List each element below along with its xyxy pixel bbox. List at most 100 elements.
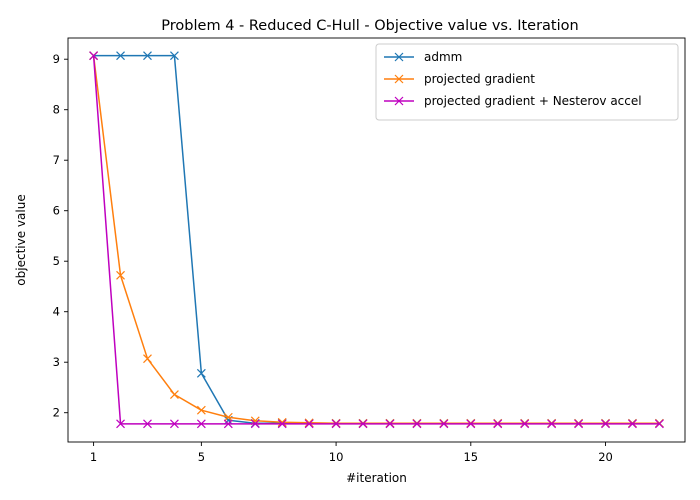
data-point-stroke-b: [331, 419, 341, 429]
data-point-stroke-b: [143, 419, 152, 429]
legend-marker-stroke-b: [394, 96, 404, 106]
data-point-stroke-b: [277, 417, 287, 427]
legend-label: admm: [424, 50, 462, 64]
legend-item: projected gradient + Nesterov accel: [384, 94, 642, 108]
data-point-stroke-b: [466, 419, 476, 429]
series-2: [89, 51, 664, 429]
data-point: [170, 51, 179, 61]
data-point: [170, 419, 179, 429]
data-point-stroke-b: [223, 412, 233, 422]
legend-label: projected gradient + Nesterov accel: [424, 94, 642, 108]
data-point: [143, 419, 152, 429]
legend-marker-stroke-b: [394, 52, 404, 62]
x-tick-label: 10: [329, 450, 344, 464]
y-tick-label: 4: [53, 305, 60, 319]
y-tick-label: 9: [53, 52, 60, 66]
y-tick-label: 2: [53, 406, 60, 420]
data-point: [493, 419, 503, 429]
y-tick-label: 7: [53, 153, 60, 167]
legend-label: projected gradient: [424, 72, 535, 86]
data-point-stroke-b: [385, 419, 395, 429]
data-point-stroke-b: [116, 51, 125, 61]
data-point-stroke-b: [89, 51, 99, 61]
legend-marker: [394, 96, 404, 106]
data-point-stroke-b: [143, 51, 152, 61]
data-point-stroke-b: [439, 419, 449, 429]
data-point: [223, 419, 233, 429]
data-point-stroke-b: [116, 270, 125, 280]
x-axis: 1 5 10 15 20: [90, 442, 613, 464]
y-tick-label: 8: [53, 103, 60, 117]
data-point-stroke-b: [196, 368, 206, 378]
data-point-stroke-b: [601, 419, 610, 429]
data-point: [439, 419, 449, 429]
data-point-stroke-b: [412, 419, 422, 429]
y-tick-label: 3: [53, 355, 60, 369]
data-point-stroke-b: [116, 419, 125, 429]
series-line: [92, 55, 660, 425]
data-point: [520, 419, 530, 429]
data-point: [116, 51, 125, 61]
data-point: [250, 419, 260, 429]
data-point: [196, 419, 206, 429]
data-point: [196, 368, 206, 378]
data-point: [223, 412, 233, 422]
data-point: [89, 51, 99, 61]
series-layer: [89, 51, 664, 429]
data-point-stroke-b: [304, 419, 314, 429]
data-point: [385, 419, 395, 429]
data-point: [116, 419, 125, 429]
data-point: [277, 419, 287, 429]
data-point: [601, 419, 610, 429]
data-point: [574, 419, 583, 429]
data-point: [304, 418, 314, 428]
data-point-stroke-b: [170, 51, 179, 61]
data-point-stroke-b: [520, 419, 530, 429]
data-point: [196, 405, 206, 415]
x-tick-label: 15: [463, 450, 478, 464]
data-point-stroke-b: [223, 419, 233, 429]
data-point: [143, 354, 152, 364]
x-tick-label: 20: [598, 450, 613, 464]
data-point-stroke-b: [358, 419, 368, 429]
y-tick-label: 5: [53, 254, 60, 268]
data-point-stroke-b: [574, 419, 583, 429]
x-tick-label: 5: [198, 450, 205, 464]
data-point-stroke-b: [196, 419, 206, 429]
y-axis: 2 3 4 5 6 7 8 9: [53, 52, 68, 420]
data-point: [628, 419, 637, 429]
data-point-stroke-b: [250, 419, 260, 429]
legend-marker: [394, 74, 404, 84]
legend: admm projected gradient projected gradient…: [375, 43, 679, 121]
data-point-stroke-b: [170, 390, 179, 399]
data-point: [358, 419, 368, 429]
x-axis-label: #iteration: [346, 471, 407, 485]
data-point-stroke-b: [196, 405, 206, 415]
data-point-stroke-b: [493, 419, 503, 429]
y-tick-label: 6: [53, 204, 60, 218]
data-point: [304, 419, 314, 429]
y-axis-label: objective value: [14, 194, 28, 285]
legend-item: projected gradient: [384, 72, 535, 86]
data-point: [412, 419, 422, 429]
data-point: [466, 419, 476, 429]
data-point: [143, 51, 152, 61]
data-point-stroke-b: [654, 419, 664, 429]
legend-marker: [394, 52, 404, 62]
data-point: [116, 270, 125, 280]
chart-title: Problem 4 - Reduced C-Hull - Objective v…: [161, 18, 578, 34]
data-point: [170, 390, 179, 399]
x-tick-label: 1: [90, 450, 97, 464]
data-point: [331, 419, 341, 429]
plot-frame: [67, 37, 686, 443]
legend-box: [375, 43, 679, 121]
data-point-stroke-b: [277, 419, 287, 429]
data-point-stroke-b: [170, 419, 179, 429]
data-point-stroke-b: [628, 419, 637, 429]
data-point: [277, 417, 287, 427]
data-point: [547, 419, 557, 429]
data-point-stroke-b: [304, 418, 314, 428]
legend-item: admm: [384, 50, 462, 64]
data-point-stroke-b: [547, 419, 557, 429]
